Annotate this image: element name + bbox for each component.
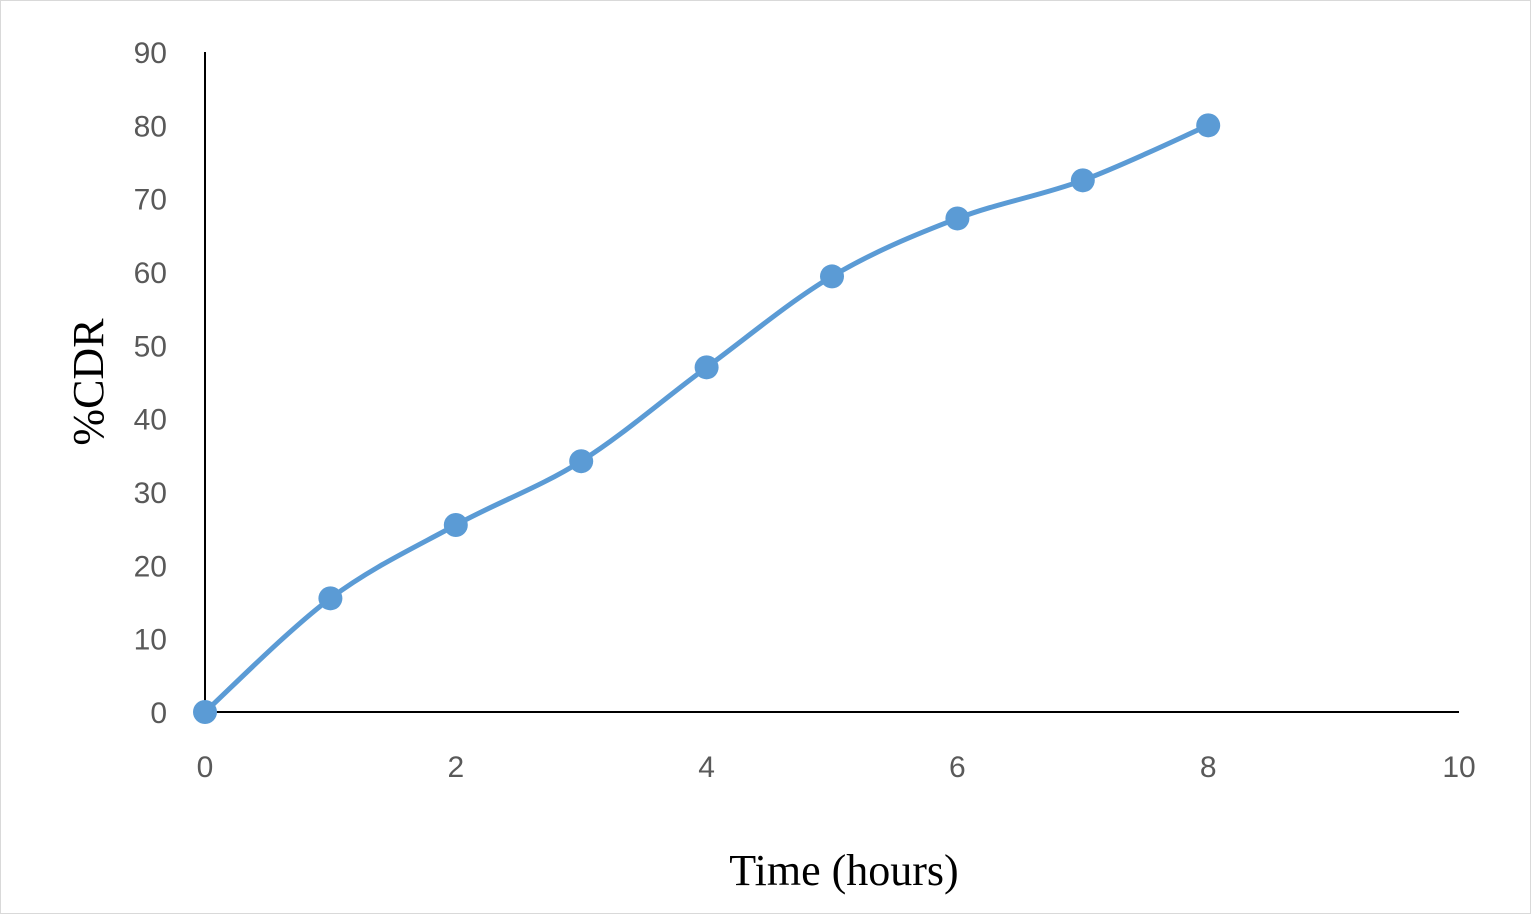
x-axis-ticks: 0 2 4 6 8 10 [197,751,1476,784]
x-tick-label: 2 [447,751,464,784]
y-tick-label: 50 [134,330,167,363]
data-point [694,355,719,380]
x-tick-label: 10 [1442,751,1475,784]
y-tick-label: 20 [134,550,167,583]
y-tick-label: 90 [134,37,167,70]
data-point [945,206,970,231]
x-axis-title: Time (hours) [729,846,958,895]
series-group [193,113,1221,724]
data-point [1196,113,1221,138]
data-point [820,264,844,289]
data-point [318,586,343,611]
y-tick-label: 0 [150,697,167,730]
y-tick-label: 40 [134,404,167,437]
data-point [1070,168,1095,193]
y-axis-title: %CDR [64,318,113,446]
data-point [193,700,217,724]
y-axis-ticks: 0 10 20 30 40 50 60 70 80 90 [134,37,167,730]
y-tick-label: 80 [134,110,167,143]
data-point [443,513,468,537]
y-tick-label: 10 [134,624,167,657]
data-point [569,449,594,474]
y-tick-label: 70 [134,184,167,217]
x-tick-label: 6 [949,751,966,784]
y-tick-label: 30 [134,477,167,510]
x-tick-label: 0 [197,751,214,784]
x-tick-label: 8 [1200,751,1217,784]
y-tick-label: 60 [134,257,167,290]
series-line [203,123,1210,714]
x-tick-label: 4 [698,751,715,784]
